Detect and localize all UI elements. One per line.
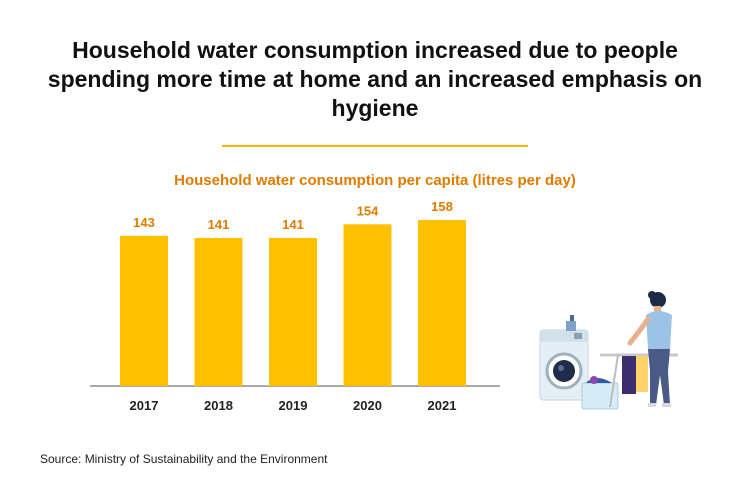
x-tick-label-2019: 2019 (279, 398, 308, 413)
data-label-2021: 158 (431, 199, 453, 214)
headline: Household water consumption increased du… (47, 37, 703, 121)
data-label-2020: 154 (357, 203, 379, 218)
person-icon (627, 291, 672, 407)
bar-2019 (269, 237, 317, 386)
chart-title: Household water consumption per capita (… (174, 172, 576, 189)
laundry-basket-icon (581, 376, 619, 410)
data-label-2019: 141 (282, 217, 304, 232)
person-doing-laundry-icon (539, 291, 678, 410)
data-label-2018: 141 (208, 217, 230, 232)
washing-machine-icon (539, 329, 589, 401)
bar-2017 (120, 235, 168, 386)
bar-2021 (418, 220, 466, 386)
x-tick-label-2021: 2021 (428, 398, 457, 413)
bar-2020 (343, 224, 392, 386)
x-tick-label-2020: 2020 (353, 398, 382, 413)
x-tick-label-2017: 2017 (130, 398, 159, 413)
headline-divider (222, 145, 528, 147)
bar-chart: 143 2017 141 2018 141 2019 154 2020 158 2021 (90, 199, 500, 413)
x-tick-label-2018: 2018 (204, 398, 233, 413)
source-note: Source: Ministry of Sustainability and t… (40, 452, 328, 466)
bar-2018 (194, 237, 243, 386)
data-label-2017: 143 (133, 215, 155, 230)
